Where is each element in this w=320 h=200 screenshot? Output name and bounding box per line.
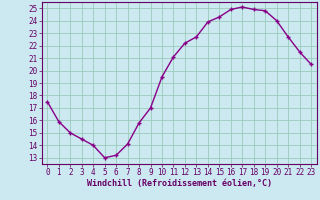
X-axis label: Windchill (Refroidissement éolien,°C): Windchill (Refroidissement éolien,°C): [87, 179, 272, 188]
